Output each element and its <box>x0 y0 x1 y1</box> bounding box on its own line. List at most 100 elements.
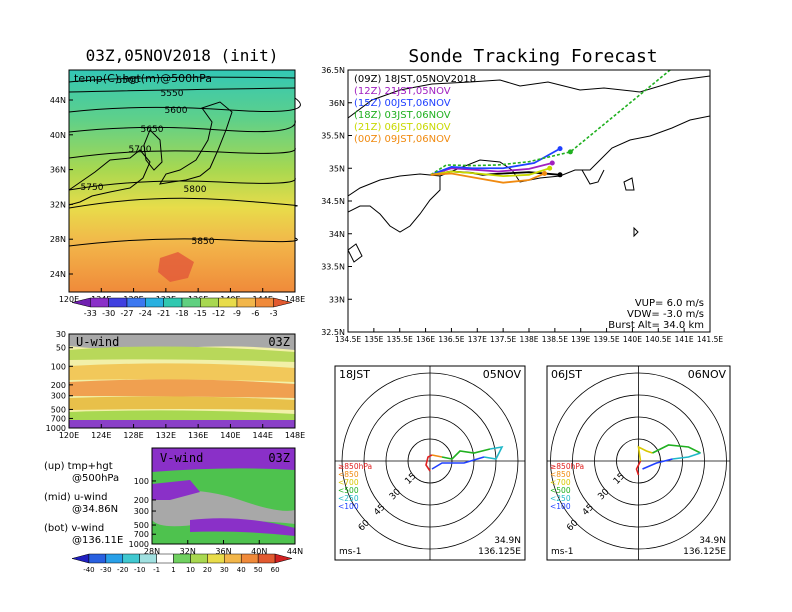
vwind-purple-mid <box>152 480 200 500</box>
x-tick-label: 139E <box>571 335 590 344</box>
y-tick-label: 500 <box>134 521 149 530</box>
colorbar-swatch <box>218 297 238 308</box>
y-tick-label: 34N <box>329 230 345 239</box>
x-tick-label: 136E <box>188 431 208 440</box>
x-tick-label: 28N <box>144 547 160 556</box>
legend-bot-2: @136.11E <box>72 535 123 546</box>
x-tick-label: 148E <box>285 295 305 304</box>
map500-frame <box>68 69 296 293</box>
vwind-purple-low <box>190 518 295 536</box>
hodograph-lon: 136.125E <box>683 547 726 557</box>
track-info-vup: VUP= 6.0 m/s <box>635 298 704 309</box>
x-tick-label: 40N <box>251 547 267 556</box>
x-tick-label: 140E <box>220 431 240 440</box>
colorbar-label: -20 <box>117 566 128 574</box>
track-panel: 36.5N 36N 35.5N 35N 34.5N 34N 33.5N 33N 32.5N 13… <box>321 66 723 344</box>
contour-5500 <box>68 76 296 83</box>
track-legend-item: (00Z) 09JST,06NOV <box>354 134 451 145</box>
uwind-band-4 <box>69 396 295 410</box>
x-tick-label: 135E <box>364 335 383 344</box>
y-tick-label: 32N <box>50 200 66 209</box>
x-tick-label: 140.5E <box>645 335 671 344</box>
uwind-time: 03Z <box>268 335 290 349</box>
left-title: 03Z,05NOV2018 (init) <box>86 46 279 65</box>
x-tick-label: 137.5E <box>490 335 516 344</box>
y-tick-label: 200 <box>51 381 66 390</box>
colorbar-label: -40 <box>83 566 94 574</box>
colorbar-swatch <box>105 553 124 564</box>
colorbar-label: -30 <box>102 309 115 318</box>
track-legend-item: (18Z) 03JST,06NOV <box>354 110 451 121</box>
x-tick-label: 120E <box>59 295 79 304</box>
x-tick-label: 138E <box>519 335 538 344</box>
hodograph-unit: ms-1 <box>339 547 361 557</box>
colorbar-swatch <box>173 553 191 564</box>
y-tick-label: 700 <box>134 530 149 539</box>
colorbar-label: 1 <box>171 566 175 574</box>
colorbar-swatch <box>224 553 242 564</box>
map500-lat-axis: 44N 40N 36N 32N 28N 24N <box>50 96 73 279</box>
colorbar-label: -15 <box>194 309 207 318</box>
contour-label: 5550 <box>161 89 184 99</box>
y-tick-label: 44N <box>50 96 66 105</box>
colorbar-label: -3 <box>270 309 278 318</box>
track-line <box>430 162 553 176</box>
uwind-label: U-wind <box>76 335 119 349</box>
hodograph-level: <500 <box>338 486 359 495</box>
island-2 <box>633 226 639 238</box>
y-tick-label: 500 <box>51 405 66 414</box>
x-tick-label: 124E <box>91 431 111 440</box>
y-tick-label: 36.5N <box>321 66 345 75</box>
x-tick-label: 136E <box>416 335 435 344</box>
hodograph-trace <box>441 448 491 460</box>
x-tick-label: 139.5E <box>593 335 619 344</box>
map500-korea <box>143 129 163 171</box>
y-tick-label: 24N <box>50 270 66 279</box>
coastline-pacific <box>439 115 710 183</box>
colorbar-swatch <box>88 553 107 564</box>
colorbar-label: -1 <box>153 566 160 574</box>
map500-label: temp(C),hgt(m)@500hPa <box>74 72 212 85</box>
right-title: Sonde Tracking Forecast <box>408 46 657 67</box>
y-tick-label: 100 <box>51 362 66 371</box>
colorbar-swatch <box>207 553 225 564</box>
coastline-izu <box>581 169 605 185</box>
track-line <box>430 147 561 176</box>
contour-5650 <box>68 119 296 133</box>
colorbar-swatch <box>273 297 293 308</box>
x-tick-label: 135.5E <box>387 335 413 344</box>
uwind-lon-axis: 120E 124E 128E 132E 136E 140E 144E 148E <box>59 424 305 440</box>
track-info-burst: Burst Alt= 34.0 km <box>608 320 704 331</box>
x-tick-label: 148E <box>285 431 305 440</box>
contour-label: 5800 <box>184 185 207 195</box>
uwind-band-3 <box>69 379 295 398</box>
hodograph-lat: 34.9N <box>699 536 726 546</box>
track-info-vdw: VDW= -3.0 m/s <box>627 309 704 320</box>
contour-label: 5750 <box>81 183 104 193</box>
hodograph-level: <850 <box>550 470 571 479</box>
colorbar-label: -6 <box>251 309 259 318</box>
y-tick-label: 36N <box>329 99 345 108</box>
colorbar-swatch <box>90 297 109 308</box>
y-tick-label: 40N <box>50 131 66 140</box>
contour-label: 5850 <box>192 237 215 247</box>
colorbar-swatch <box>236 297 256 308</box>
colorbar-label: -27 <box>120 309 133 318</box>
track-legend-item: (12Z) 21JST,05NOV <box>354 86 451 97</box>
colorbar-swatch <box>257 553 276 564</box>
y-tick-label: 100 <box>134 477 149 486</box>
x-tick-label: 138.5E <box>542 335 568 344</box>
colorbar-label: 20 <box>203 566 212 574</box>
hodograph-level: ≥850hPa <box>338 462 372 471</box>
map500-hotspot <box>158 252 194 282</box>
colorbar-label: -9 <box>233 309 241 318</box>
legend-up-2: @500hPa <box>72 473 119 484</box>
hodograph-lat: 34.9N <box>494 536 521 546</box>
hodograph-level: <250 <box>338 494 359 503</box>
track-line <box>430 167 550 178</box>
colorbar-swatch <box>274 553 293 564</box>
uwind-band-5 <box>69 410 295 420</box>
